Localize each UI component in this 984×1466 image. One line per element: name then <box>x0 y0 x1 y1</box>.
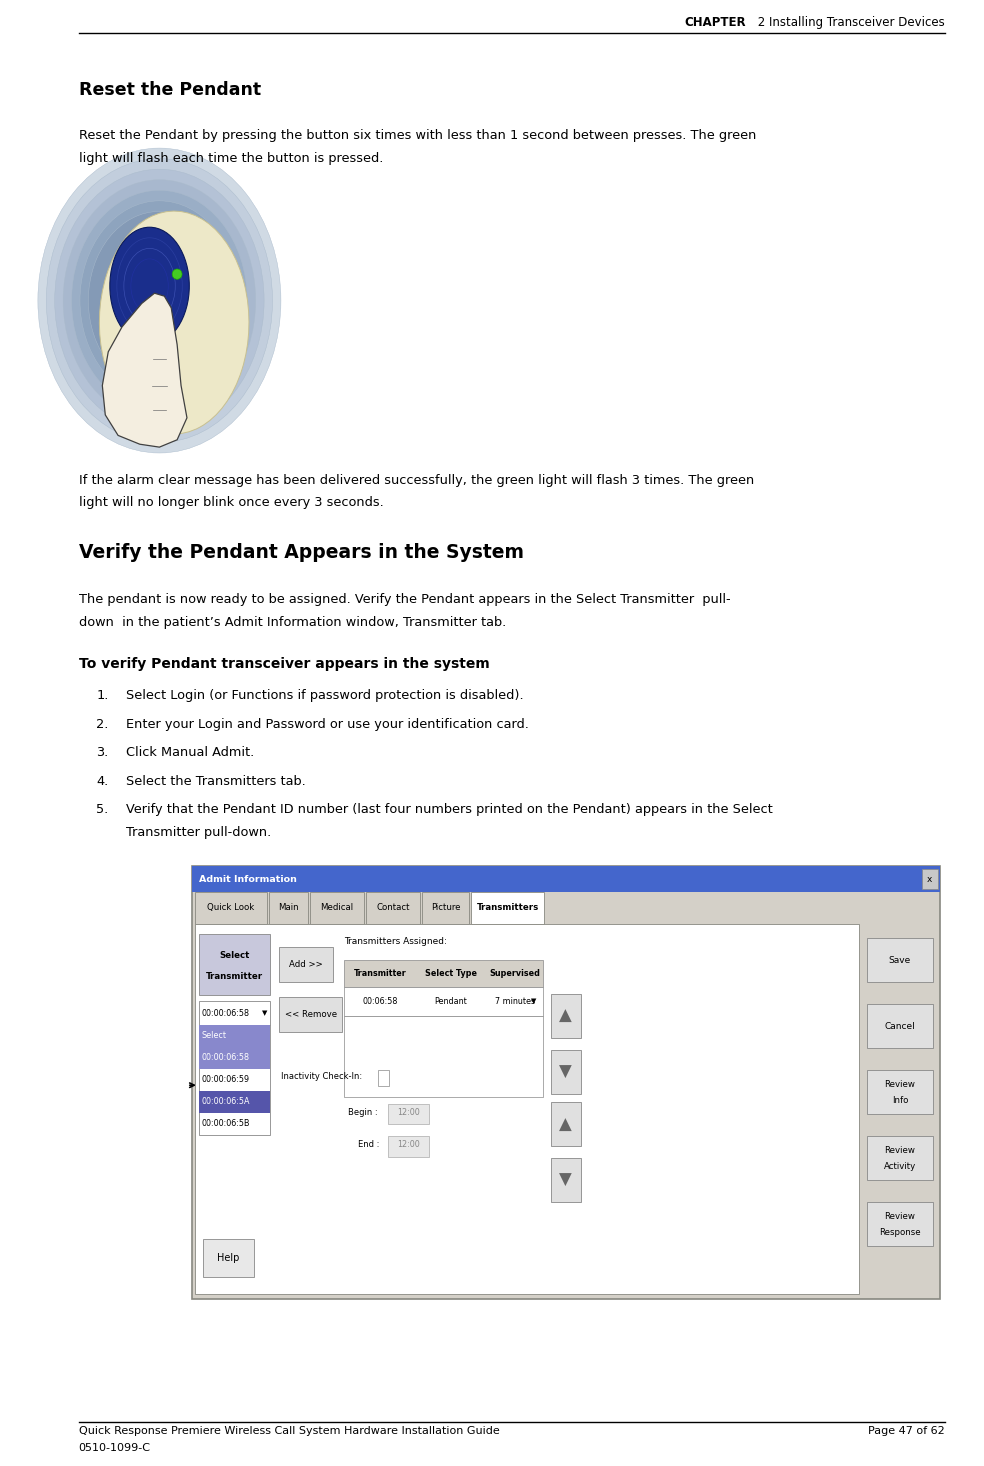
Text: Page 47 of 62: Page 47 of 62 <box>868 1426 945 1437</box>
Text: 00:00:06:58: 00:00:06:58 <box>202 1053 250 1063</box>
Text: Select: Select <box>202 1031 226 1041</box>
Text: Help: Help <box>217 1253 239 1262</box>
Text: ▲: ▲ <box>560 1007 572 1025</box>
Text: 3.: 3. <box>96 746 108 759</box>
Text: 1.: 1. <box>96 689 109 702</box>
Text: Main: Main <box>278 903 298 912</box>
Text: If the alarm clear message has been delivered successfully, the green light will: If the alarm clear message has been deli… <box>79 474 754 487</box>
Text: Medical: Medical <box>321 903 353 912</box>
Text: 2.: 2. <box>96 718 109 730</box>
Text: 5.: 5. <box>96 803 108 817</box>
Text: 00:00:06:5A: 00:00:06:5A <box>202 1097 250 1107</box>
Text: Admit Information: Admit Information <box>199 875 296 884</box>
Text: Enter your Login and Password or use your identification card.: Enter your Login and Password or use you… <box>126 718 528 730</box>
Text: x: x <box>927 875 933 884</box>
Text: Add >>: Add >> <box>289 960 323 969</box>
Text: ▲: ▲ <box>560 1116 572 1133</box>
Text: light will flash each time the button is pressed.: light will flash each time the button is… <box>79 152 383 164</box>
Text: ▼: ▼ <box>560 1063 572 1080</box>
Text: Quick Response Premiere Wireless Call System Hardware Installation Guide: Quick Response Premiere Wireless Call Sy… <box>79 1426 500 1437</box>
Text: ▼: ▼ <box>560 1171 572 1189</box>
Text: Inactivity Check-In:: Inactivity Check-In: <box>281 1072 362 1080</box>
Text: End :: End : <box>358 1141 380 1149</box>
Text: Contact: Contact <box>376 903 410 912</box>
Text: Verify the Pendant Appears in the System: Verify the Pendant Appears in the System <box>79 544 523 561</box>
Text: Review: Review <box>885 1212 915 1221</box>
Text: CHAPTER: CHAPTER <box>684 16 746 29</box>
Text: Cancel: Cancel <box>885 1022 915 1031</box>
Text: Pendant: Pendant <box>434 997 467 1006</box>
Text: ▼: ▼ <box>262 1010 268 1016</box>
Text: 7 minutes: 7 minutes <box>495 997 534 1006</box>
Text: The pendant is now ready to be assigned. Verify the Pendant appears in the Selec: The pendant is now ready to be assigned.… <box>79 594 730 605</box>
Text: Activity: Activity <box>884 1163 916 1171</box>
Text: 00:00:06:59: 00:00:06:59 <box>202 1075 250 1085</box>
Text: Transmitter pull-down.: Transmitter pull-down. <box>126 827 272 839</box>
Text: Response: Response <box>879 1229 921 1237</box>
Text: To verify Pendant transceiver appears in the system: To verify Pendant transceiver appears in… <box>79 657 489 671</box>
Text: 4.: 4. <box>96 774 108 787</box>
Text: Transmitters: Transmitters <box>476 903 539 912</box>
Text: Review: Review <box>885 1080 915 1089</box>
Text: Review: Review <box>885 1146 915 1155</box>
Text: Info: Info <box>892 1097 908 1105</box>
Text: Select the Transmitters tab.: Select the Transmitters tab. <box>126 774 306 787</box>
Text: 2 Installing Transceiver Devices: 2 Installing Transceiver Devices <box>754 16 945 29</box>
Text: 00:00:06:5B: 00:00:06:5B <box>202 1119 250 1129</box>
Text: light will no longer blink once every 3 seconds.: light will no longer blink once every 3 … <box>79 496 384 509</box>
Text: Quick Look: Quick Look <box>207 903 255 912</box>
Text: ▼: ▼ <box>530 998 536 1004</box>
Text: Save: Save <box>889 956 911 965</box>
Text: Select Login (or Functions if password protection is disabled).: Select Login (or Functions if password p… <box>126 689 523 702</box>
Text: down  in the patient’s Admit Information window, Transmitter tab.: down in the patient’s Admit Information … <box>79 616 506 629</box>
Text: Reset the Pendant by pressing the button six times with less than 1 second betwe: Reset the Pendant by pressing the button… <box>79 129 756 142</box>
Text: 00:06:58: 00:06:58 <box>362 997 398 1006</box>
Text: Click Manual Admit.: Click Manual Admit. <box>126 746 254 759</box>
Text: Picture: Picture <box>431 903 461 912</box>
Text: 00:00:06:58: 00:00:06:58 <box>202 1009 250 1017</box>
Text: Select Type: Select Type <box>425 969 476 978</box>
Text: Transmitter: Transmitter <box>206 972 263 981</box>
Text: 12:00: 12:00 <box>397 1108 420 1117</box>
Text: 12:00: 12:00 <box>397 1141 420 1149</box>
Text: Select: Select <box>219 951 249 960</box>
Text: Transmitters Assigned:: Transmitters Assigned: <box>344 937 448 946</box>
Text: Transmitter: Transmitter <box>353 969 406 978</box>
Text: Supervised: Supervised <box>489 969 540 978</box>
Text: Begin :: Begin : <box>348 1108 378 1117</box>
Text: Reset the Pendant: Reset the Pendant <box>79 81 261 98</box>
Text: << Remove: << Remove <box>285 1010 337 1019</box>
Text: Verify that the Pendant ID number (last four numbers printed on the Pendant) app: Verify that the Pendant ID number (last … <box>126 803 772 817</box>
Text: 0510-1099-C: 0510-1099-C <box>79 1443 151 1453</box>
